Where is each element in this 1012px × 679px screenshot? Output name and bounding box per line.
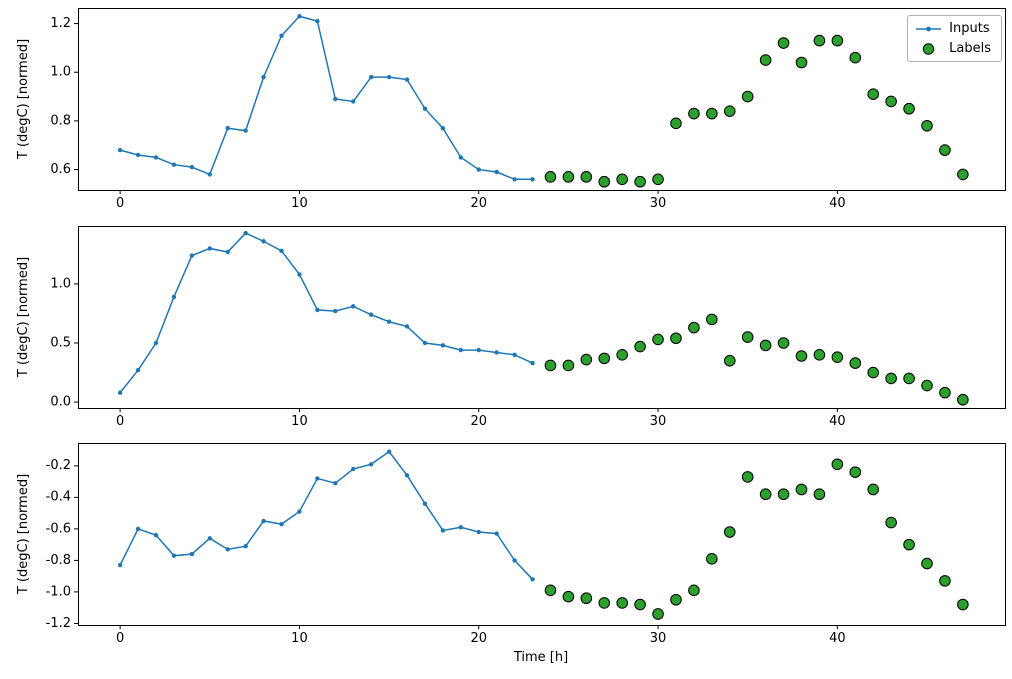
legend-item-labels: Labels xyxy=(915,41,991,56)
legend-item-inputs: Inputs xyxy=(915,21,991,36)
x-axis-label: Time [h] xyxy=(513,650,569,665)
labels-marker-icon xyxy=(922,42,935,55)
legend-label-labels: Labels xyxy=(949,41,991,56)
inputs-line-icon xyxy=(916,26,942,31)
legend: Inputs Labels xyxy=(907,15,1002,62)
legend-label-inputs: Inputs xyxy=(949,21,990,36)
y-axis-label-subplot-1: T (degC) [normed] xyxy=(16,38,31,160)
y-axis-label-subplot-2: T (degC) [normed] xyxy=(16,256,31,378)
y-axis-label-subplot-3: T (degC) [normed] xyxy=(16,473,31,595)
